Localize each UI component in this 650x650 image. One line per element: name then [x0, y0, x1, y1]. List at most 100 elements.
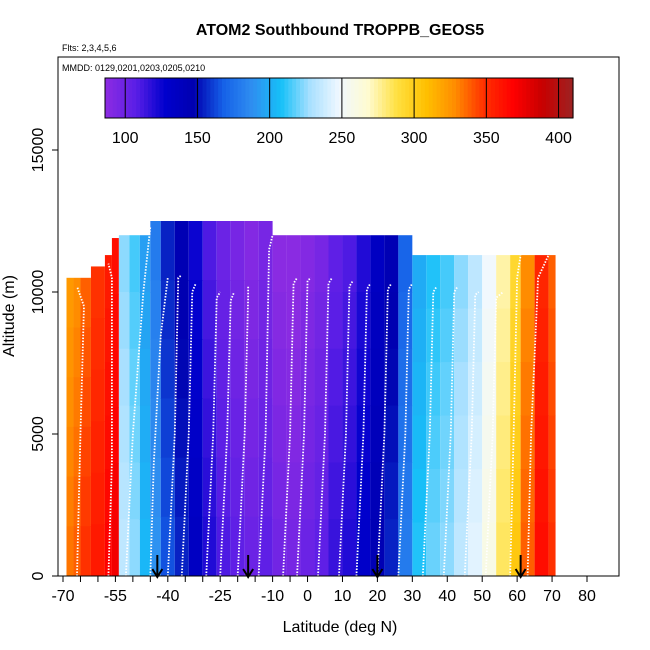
data-cell: [548, 415, 556, 470]
data-cell: [272, 235, 287, 293]
x-tick-label: 30: [403, 588, 421, 605]
data-cell: [520, 308, 535, 363]
colorbar-cell: [459, 78, 465, 118]
data-cell: [104, 522, 112, 577]
data-cell: [188, 339, 203, 399]
data-cell: [426, 469, 441, 524]
colorbar-cell: [479, 78, 484, 118]
colorbar-cell: [436, 78, 441, 118]
x-tick-label: -10: [261, 588, 284, 605]
data-cell: [370, 348, 385, 407]
data-cell: [129, 519, 140, 577]
data-cell: [118, 462, 130, 520]
colorbar-cell: [475, 78, 480, 118]
dates-subtitle: MMDD: 0129,0201,0203,0205,0210: [62, 63, 205, 73]
colorbar-cell: [253, 78, 258, 118]
colorbar-cell: [307, 78, 313, 118]
data-cell: [244, 516, 259, 577]
colorbar-cell: [350, 78, 356, 118]
data-cell: [139, 292, 151, 350]
data-cell: [300, 348, 315, 407]
flight-profile: [442, 285, 459, 577]
data-cell: [188, 516, 203, 577]
data-cell: [90, 472, 105, 525]
data-cell: [188, 457, 203, 518]
data-cell: [104, 308, 112, 363]
colorbar-cell: [144, 78, 149, 118]
x-tick-label: 0: [303, 588, 312, 605]
data-cell: [356, 292, 371, 350]
data-cell: [510, 522, 521, 577]
data-cell: [412, 415, 427, 470]
data-cell: [139, 405, 151, 463]
colorbar-cell: [522, 78, 527, 118]
data-cell: [66, 426, 74, 478]
colorbar-cell: [428, 78, 434, 118]
flight-profile: [76, 286, 85, 577]
colorbar-cell: [471, 78, 477, 118]
data-cell: [216, 221, 231, 281]
colorbar-cell: [280, 78, 285, 118]
data-cell: [300, 405, 315, 463]
data-cell: [496, 469, 511, 524]
data-cell: [398, 348, 413, 407]
data-cell: [111, 238, 119, 295]
colorbar-cell: [167, 78, 172, 118]
data-cell: [534, 308, 549, 363]
flight-profile: [219, 291, 236, 577]
colorbar-cell: [487, 78, 492, 118]
colorbar-cell: [514, 78, 519, 118]
data-cell: [174, 398, 189, 459]
arrow-head: [151, 568, 164, 579]
data-cell: [328, 348, 343, 407]
data-cell: [258, 457, 273, 518]
data-cell: [80, 377, 91, 428]
colorbar-tick-label: 350: [473, 130, 500, 147]
data-cell: [534, 469, 549, 524]
plot-frame: [57, 56, 620, 577]
data-cell: [548, 308, 556, 363]
data-cell: [104, 415, 112, 470]
data-cell: [520, 469, 535, 524]
colorbar-cell: [292, 78, 297, 118]
colorbar-cell: [284, 78, 289, 118]
data-cell: [520, 362, 535, 417]
data-cell: [454, 415, 469, 470]
colorbar-cell: [444, 78, 449, 118]
colorbar-cell: [300, 78, 305, 118]
flight-profile: [317, 277, 333, 577]
data-cell: [139, 348, 151, 407]
y-axis-label: Altitude (m): [1, 275, 18, 357]
x-tick-label: 80: [578, 588, 596, 605]
data-cell: [66, 476, 74, 527]
data-cell: [286, 519, 301, 577]
data-cell: [272, 462, 287, 520]
colorbar-cell: [264, 78, 270, 118]
data-cell: [258, 516, 273, 577]
colorbar-cell: [366, 78, 371, 118]
flight-profile: [257, 234, 274, 577]
colorbar-cell: [175, 78, 180, 118]
colorbar-cell: [518, 78, 523, 118]
data-cell: [384, 462, 399, 520]
colorbar-cell: [198, 78, 204, 118]
data-cell: [342, 235, 357, 293]
data-cell: [139, 462, 151, 520]
colorbar-cell: [206, 78, 211, 118]
data-cell: [129, 462, 140, 520]
data-cell: [534, 362, 549, 417]
data-cell: [66, 277, 74, 328]
data-cell: [230, 339, 245, 399]
data-cell: [111, 294, 119, 352]
data-cell: [66, 526, 74, 577]
data-cell: [90, 524, 105, 577]
data-cell: [174, 516, 189, 577]
colorbar-cell: [397, 78, 402, 118]
colorbar-cell: [506, 78, 512, 118]
colorbar-cell: [120, 78, 126, 118]
data-cell: [244, 457, 259, 518]
data-cell: [216, 457, 231, 518]
data-cell: [111, 350, 119, 408]
colorbar-cell: [190, 78, 196, 118]
